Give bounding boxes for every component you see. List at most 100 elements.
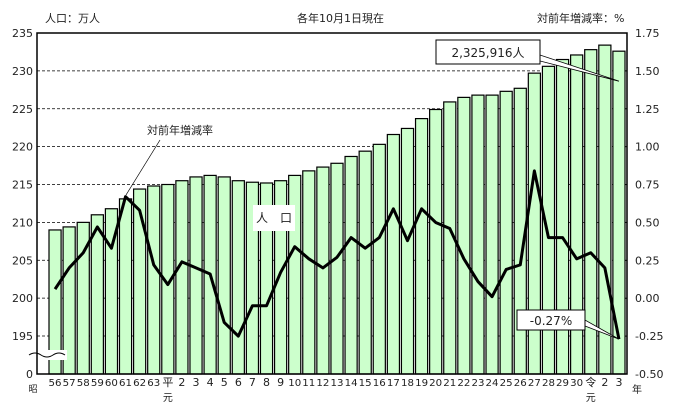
population-callout-box [435,39,541,65]
right-tick-label: -0.25 [635,330,663,343]
population-bar [414,117,429,375]
era-label-showa: 昭 [28,384,37,395]
x-tick-label: 10 [288,378,301,389]
population-bar [358,150,372,375]
population-bar [147,185,161,375]
x-tick-label: 28 [542,378,555,389]
left-tick-label: 205 [12,254,33,267]
left-tick-label: 235 [12,27,33,40]
x-tick-label: 61 [119,378,132,389]
rate-line [53,169,621,340]
population-bar [612,50,626,375]
x-tick-label: 13 [331,378,344,389]
right-tick-label: 1.25 [635,103,660,116]
x-tick-label: 21 [443,378,456,389]
x-tick-label: 6 [235,376,242,389]
right-tick-label: 0.75 [635,179,660,192]
axis-break-icon [28,352,66,358]
population-bar [175,180,189,375]
right-tick-label: 0.25 [635,254,660,267]
x-tick-label: 8 [263,376,270,389]
chart-title: 各年10月1日現在 [297,12,384,25]
population-bar [90,214,104,375]
x-unit-label: 年 [632,383,642,396]
population-bar [344,155,358,375]
x-tick-label: 26 [514,378,527,389]
left-tick-label: 195 [12,330,33,343]
x-tick-label: 4 [207,376,214,389]
population-bar [471,94,485,375]
x-tick-label: 12 [316,378,329,389]
population-bar [457,96,471,375]
rate-callout-box [516,309,586,331]
line-label-leader [125,139,161,196]
left-tick-label: 230 [12,65,33,78]
population-bar [400,127,415,375]
population-callout: 2,325,916人 [451,46,524,60]
x-tick-era-sub: 元 [163,393,173,404]
x-tick-label: 57 [63,378,76,389]
population-bar [231,180,245,375]
x-tick-label: 17 [387,378,400,389]
x-tick-label: 20 [429,378,442,389]
x-tick-era-sub: 元 [586,393,596,404]
right-tick-label: 1.50 [635,65,660,78]
x-tick-label: 22 [457,378,470,389]
x-tick-label: 56 [49,378,62,389]
x-tick-label: 29 [556,378,569,389]
right-axis-title: 対前年増減率：% [537,12,625,25]
x-tick-label: 3 [193,376,200,389]
left-axis-title: 人口：万人 [45,12,100,25]
population-bar [316,166,330,375]
x-tick-label: 11 [302,378,315,389]
population-bar [118,198,133,375]
population-bar [499,90,513,375]
plot-frame [36,32,628,375]
right-tick-label: 1.00 [635,141,660,154]
population-bar [386,133,401,375]
left-tick-label: 220 [12,141,33,154]
axis-break-mask [29,350,67,360]
left-tick-label: 0 [26,368,33,381]
population-bar [132,188,147,375]
x-tick-label: 62 [133,378,146,389]
right-tick-label: -0.50 [635,368,663,381]
x-tick-label: 7 [249,376,256,389]
left-tick-label: 225 [12,103,33,116]
left-tick-label: 210 [12,216,33,229]
line-series-label: 対前年増減率 [147,123,213,137]
right-tick-label: 0.50 [635,216,660,229]
left-tick-label: 215 [12,179,33,192]
population-bar [598,44,612,375]
x-tick-label: 18 [401,378,414,389]
x-tick-label: 27 [528,378,541,389]
x-tick-label: 60 [105,378,118,389]
x-tick-label: 16 [373,378,386,389]
x-tick-label: 9 [277,376,284,389]
x-tick-label: 58 [77,378,90,389]
x-tick-label: 令 [585,375,596,389]
population-bar [217,176,231,375]
x-tick-label: 19 [415,378,428,389]
x-tick-label: 平 [162,376,173,389]
x-tick-label: 30 [570,378,583,389]
x-tick-label: 15 [359,378,372,389]
rate-callout: -0.27% [530,314,572,328]
population-bar [485,94,499,375]
x-tick-label: 3 [615,376,622,389]
x-tick-label: 59 [91,378,104,389]
x-tick-label: 5 [221,376,228,389]
population-bar [189,176,203,375]
x-tick-label: 63 [147,378,160,389]
bar-series-label: 人 口 [256,211,292,225]
population-bar [302,170,316,375]
x-tick-label: 2 [601,376,608,389]
x-tick-label: 24 [486,378,499,389]
population-bar [330,162,344,375]
x-tick-label: 23 [471,378,484,389]
x-tick-label: 25 [500,378,513,389]
x-tick-label: 14 [345,378,358,389]
left-tick-label: 200 [12,292,33,305]
bar-label-bg [253,205,295,231]
right-tick-label: 1.75 [635,27,660,40]
